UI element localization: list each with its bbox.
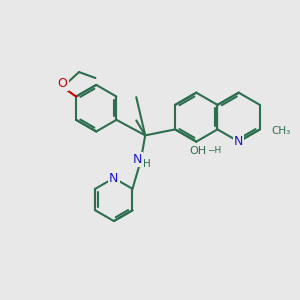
Text: N: N [133,153,142,166]
Text: O: O [58,77,68,90]
Text: CH₃: CH₃ [271,126,290,136]
Text: N: N [234,135,243,148]
Text: N: N [109,172,119,184]
Text: OH: OH [189,146,206,156]
Text: −H: −H [207,146,221,154]
Text: H: H [143,159,151,169]
